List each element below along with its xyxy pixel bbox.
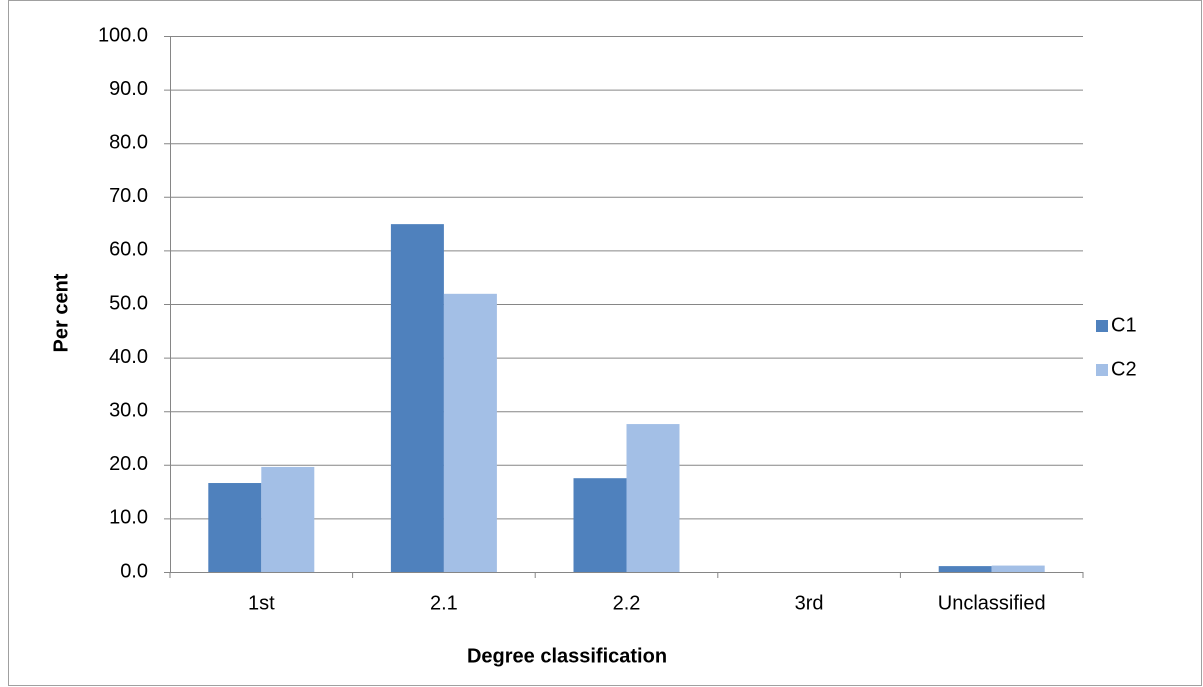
y-tick-label: 100.0 bbox=[98, 24, 148, 46]
x-tick-label: 3rd bbox=[795, 592, 824, 614]
bar bbox=[390, 224, 444, 573]
y-tick-label: 40.0 bbox=[109, 346, 148, 368]
bar bbox=[626, 424, 680, 572]
bar bbox=[443, 293, 497, 572]
y-tick-label: 30.0 bbox=[109, 399, 148, 421]
y-tick-label: 0.0 bbox=[120, 560, 148, 582]
legend-label: C1 bbox=[1111, 314, 1137, 336]
legend-swatch bbox=[1096, 364, 1108, 376]
chart-frame bbox=[8, 0, 1202, 686]
y-tick-label: 70.0 bbox=[109, 185, 148, 207]
x-tick-label: Unclassified bbox=[938, 592, 1046, 614]
bar bbox=[938, 566, 992, 572]
x-tick-label: 2.1 bbox=[430, 592, 458, 614]
y-tick-label: 50.0 bbox=[109, 292, 148, 314]
y-axis-title: Per cent bbox=[50, 273, 72, 352]
y-tick-label: 60.0 bbox=[109, 239, 148, 261]
x-tick-label: 1st bbox=[248, 592, 275, 614]
y-tick-label: 90.0 bbox=[109, 78, 148, 100]
bar bbox=[261, 466, 315, 572]
x-axis-title: Degree classification bbox=[467, 645, 667, 667]
bar bbox=[573, 478, 627, 572]
x-tick-label: 2.2 bbox=[613, 592, 641, 614]
legend-label: C2 bbox=[1111, 358, 1137, 380]
bar bbox=[991, 565, 1045, 572]
legend-swatch bbox=[1096, 320, 1108, 332]
bar bbox=[208, 483, 262, 572]
y-tick-label: 20.0 bbox=[109, 453, 148, 475]
y-tick-label: 10.0 bbox=[109, 507, 148, 529]
y-tick-label: 80.0 bbox=[109, 131, 148, 153]
